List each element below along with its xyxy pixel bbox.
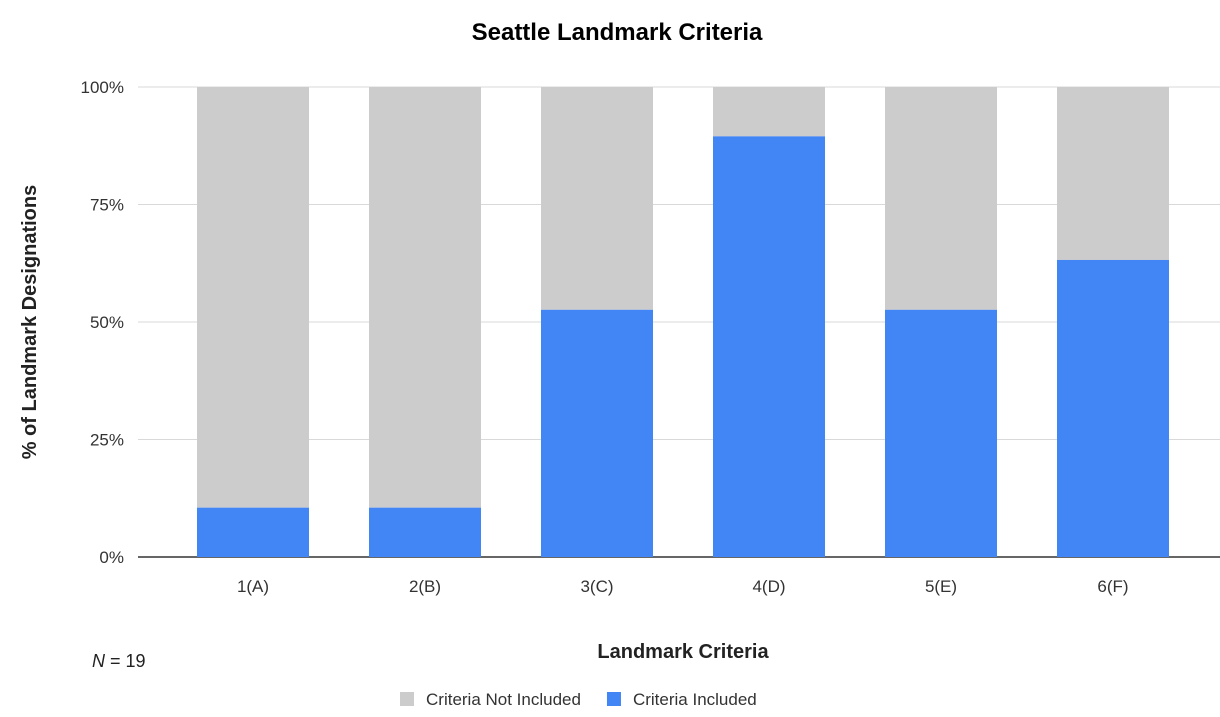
y-tick-label: 75% — [90, 196, 124, 215]
bar-included — [885, 309, 997, 557]
bar-not-included — [713, 87, 825, 137]
legend-swatch — [606, 692, 621, 706]
legend: Criteria Not Included Criteria Included — [400, 690, 757, 709]
x-axis-ticks: 1(A) 2(B) 3(C) 4(D) 5(E) 6(F) — [237, 577, 1129, 596]
x-tick-label: 5(E) — [925, 577, 957, 596]
y-axis-ticks: 0% 25% 50% 75% 100% — [81, 78, 124, 567]
chart-title: Seattle Landmark Criteria — [472, 19, 763, 46]
bar-not-included — [1057, 87, 1169, 260]
bar-not-included — [541, 87, 653, 310]
bar-not-included — [197, 87, 309, 508]
x-tick-label: 6(F) — [1097, 577, 1128, 596]
bar-not-included — [369, 87, 481, 508]
y-tick-label: 0% — [99, 548, 124, 567]
bar-included — [541, 309, 653, 557]
y-axis-label: % of Landmark Designations — [19, 185, 41, 460]
bars — [197, 87, 1169, 557]
sample-size-value: = 19 — [105, 651, 146, 671]
x-tick-label: 1(A) — [237, 577, 269, 596]
bar-included — [197, 507, 309, 557]
y-tick-label: 50% — [90, 313, 124, 332]
bar-included — [713, 136, 825, 557]
sample-size-note: N = 19 — [92, 651, 146, 671]
legend-label: Criteria Not Included — [426, 690, 581, 709]
legend-swatch — [400, 692, 414, 706]
y-tick-label: 25% — [90, 431, 124, 450]
x-tick-label: 2(B) — [409, 577, 441, 596]
x-tick-label: 3(C) — [580, 577, 613, 596]
bar-included — [369, 507, 481, 557]
bar-not-included — [885, 87, 997, 310]
bar-included — [1057, 259, 1169, 557]
y-tick-label: 100% — [81, 78, 124, 97]
legend-label: Criteria Included — [633, 690, 757, 709]
sample-size-symbol: N — [92, 651, 106, 671]
x-axis-label: Landmark Criteria — [597, 641, 769, 663]
gridlines — [138, 86, 1220, 558]
x-tick-label: 4(D) — [752, 577, 785, 596]
